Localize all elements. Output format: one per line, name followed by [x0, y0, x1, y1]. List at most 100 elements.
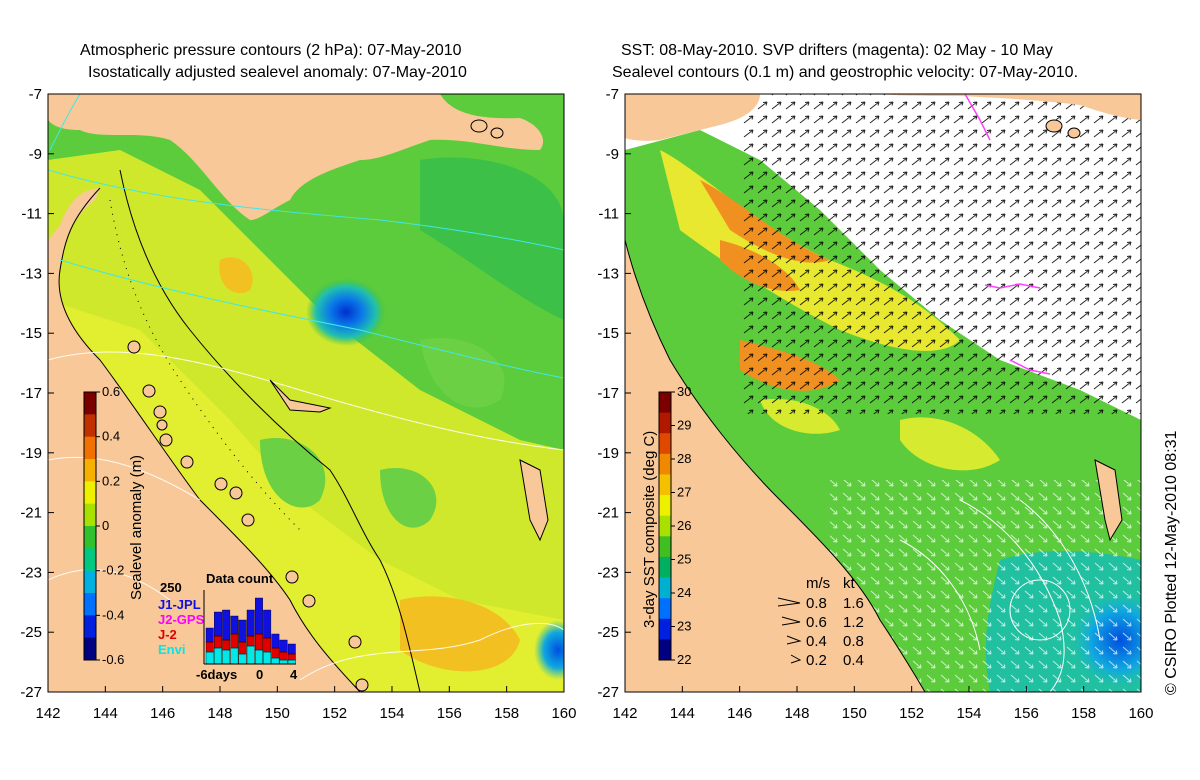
right-lon-label: 148 [784, 705, 809, 722]
right-islands [1045, 119, 1123, 542]
islands [127, 119, 549, 692]
data-count-bar [205, 627, 214, 643]
left-colorbar-label: Sealevel anomaly (m) [128, 455, 145, 600]
right-lon-label: 160 [1128, 705, 1153, 722]
velocity-legend-arrow [790, 654, 802, 664]
left-colorbar-tick-label: -0.2 [102, 563, 124, 578]
left-colorbar-tick-label: 0 [102, 518, 109, 533]
data-count-bar [238, 619, 247, 643]
right-lat-label: -7 [606, 86, 619, 103]
left-shelf-edge [119, 169, 421, 692]
velocity-legend-kt-value: 1.2 [843, 614, 864, 631]
left-lon-label: 146 [150, 705, 175, 722]
data-count-bar [230, 633, 239, 649]
velocity-arrows-north [740, 94, 1141, 414]
velocity-legend-kt: kt [843, 575, 856, 592]
left-lat-label: -27 [20, 684, 42, 701]
data-count-bar [205, 651, 214, 665]
data-count-bar [271, 633, 280, 649]
data-count-bar [271, 647, 280, 659]
right-colorbar-step [659, 453, 671, 475]
left-colorbar-step [84, 548, 96, 572]
data-count-bar [279, 659, 288, 665]
left-map [48, 94, 564, 692]
left-lon-label: 152 [322, 705, 347, 722]
pressure-contours [48, 94, 564, 379]
velocity-legend-kt-value: 1.6 [843, 595, 864, 612]
left-colorbar-ticks: 0.6 0.4 0.2 0 -0.2 -0.4 -0.6 [96, 384, 124, 667]
velocity-legend-ms-value: 0.6 [806, 614, 827, 631]
data-count-bar [230, 615, 239, 635]
right-land-cape-york [625, 240, 925, 692]
right-colorbar-label: 3-day SST composite (deg C) [641, 431, 658, 628]
svp-drifter-tracks [964, 94, 1051, 375]
data-count-bar [287, 653, 296, 661]
right-sealevel-contours [899, 499, 1101, 692]
left-orange-patches [219, 257, 520, 672]
left-colorbar-step [84, 615, 96, 639]
right-title-line2: Sealevel contours (0.1 m) and geostrophi… [612, 64, 1079, 81]
plot-stamp: © CSIRO Plotted 12-May-2010 08:31 [1163, 430, 1180, 695]
left-teal-patches [420, 157, 564, 320]
right-colorbar-tick-label: 28 [677, 451, 691, 466]
data-count-bar [263, 651, 272, 665]
left-title-line1: Atmospheric pressure contours (2 hPa): 0… [80, 42, 462, 59]
velocity-legend-ms: m/s [806, 575, 830, 592]
left-colorbar-tick-label: -0.6 [102, 652, 124, 667]
right-land-png [625, 94, 1141, 141]
data-count-bar [222, 639, 231, 651]
left-colorbar [83, 391, 97, 661]
velocity-legend-kt-value: 0.8 [843, 633, 864, 650]
left-colorbar-step [84, 526, 96, 549]
right-colorbar-step [659, 392, 671, 414]
data-count-bar [238, 653, 247, 665]
data-count-bars [205, 597, 296, 665]
right-colorbar-tick-label: 25 [677, 552, 691, 567]
right-colorbar-ticks: 30 29 28 27 26 25 24 23 22 [671, 384, 691, 667]
right-lon-label: 144 [670, 705, 695, 722]
data-count-legend-item: Envi [158, 642, 185, 657]
right-colorbar-tick-label: 24 [677, 585, 691, 600]
left-colorbar-step [84, 392, 96, 415]
left-lat-label: -11 [21, 206, 42, 223]
left-land-png [48, 94, 544, 220]
left-colorbar-step [84, 593, 96, 616]
data-count-bar [254, 597, 263, 635]
data-count-x-neg6: -6days [196, 667, 237, 682]
data-count-x-0: 0 [256, 667, 263, 682]
right-lon-label: 146 [727, 705, 752, 722]
right-colorbar-step [659, 515, 671, 537]
data-count-legend-item: J1-JPL [158, 597, 201, 612]
data-count-bar [213, 611, 222, 637]
right-lat-label: -25 [597, 624, 619, 641]
right-lon-label: 154 [956, 705, 981, 722]
left-colorbar-step [84, 436, 96, 460]
velocity-legend-arrow [777, 597, 801, 607]
right-colorbar-step [659, 474, 671, 496]
data-count-legend-item: J2-GPS [158, 612, 205, 627]
right-colorbar [658, 391, 672, 661]
right-colorbar-tick-label: 23 [677, 619, 691, 634]
right-colorbar-tick-label: 26 [677, 518, 691, 533]
velocity-legend-ms-value: 0.4 [806, 633, 827, 650]
left-colorbar-step [84, 570, 96, 594]
right-map [625, 94, 1141, 692]
sealevel-contours-white [48, 351, 564, 681]
right-title-line1: SST: 08-May-2010. SVP drifters (magenta)… [621, 42, 1053, 59]
right-colorbar-tick-label: 22 [677, 652, 691, 667]
left-lon-label: 156 [437, 705, 462, 722]
data-count-legend-item: J-2 [158, 627, 177, 642]
left-lat-label: -13 [20, 265, 42, 282]
right-lat-label: -19 [597, 445, 619, 462]
right-colorbar-step [659, 433, 671, 455]
data-count-bar [213, 635, 222, 649]
right-lon-label: 152 [899, 705, 924, 722]
data-count-bar [213, 647, 222, 665]
left-title-line2: Isostatically adjusted sealevel anomaly:… [88, 64, 467, 81]
left-lon-label: 144 [93, 705, 118, 722]
data-count-x-4: 4 [290, 667, 298, 682]
right-lat-label: -21 [597, 505, 619, 522]
left-green-patches [260, 338, 505, 528]
data-count-bar [222, 609, 231, 641]
